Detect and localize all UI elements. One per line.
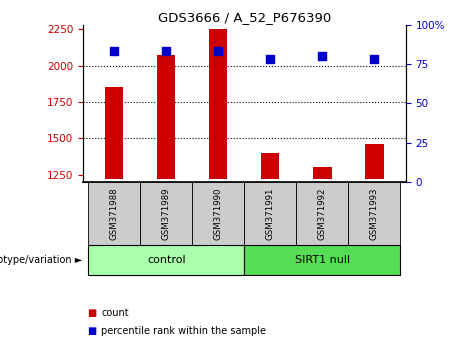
Text: ■: ■: [88, 326, 97, 336]
Text: count: count: [101, 308, 129, 318]
Bar: [296, 182, 349, 245]
Text: GSM371993: GSM371993: [370, 187, 379, 240]
Text: GSM371988: GSM371988: [110, 187, 119, 240]
Bar: [244, 245, 401, 275]
Bar: [313, 167, 331, 179]
Text: SIRT1 null: SIRT1 null: [295, 256, 350, 266]
Text: GSM371989: GSM371989: [162, 187, 171, 240]
Text: control: control: [147, 256, 186, 266]
Title: GDS3666 / A_52_P676390: GDS3666 / A_52_P676390: [158, 11, 331, 24]
Bar: [157, 55, 175, 179]
Point: [163, 48, 170, 54]
Point: [111, 48, 118, 54]
Text: GSM371990: GSM371990: [214, 187, 223, 240]
Bar: [244, 182, 296, 245]
Bar: [209, 29, 227, 179]
Text: genotype/variation ►: genotype/variation ►: [0, 256, 82, 266]
Text: GSM371991: GSM371991: [266, 187, 275, 240]
Point: [319, 53, 326, 59]
Bar: [261, 153, 279, 179]
Bar: [88, 245, 244, 275]
Bar: [366, 144, 384, 179]
Bar: [349, 182, 401, 245]
Point: [266, 57, 274, 62]
Point: [371, 57, 378, 62]
Text: ■: ■: [88, 308, 97, 318]
Text: percentile rank within the sample: percentile rank within the sample: [101, 326, 266, 336]
Bar: [88, 182, 140, 245]
Point: [215, 48, 222, 54]
Bar: [192, 182, 244, 245]
Bar: [140, 182, 192, 245]
Bar: [105, 87, 123, 179]
Text: GSM371992: GSM371992: [318, 187, 327, 240]
